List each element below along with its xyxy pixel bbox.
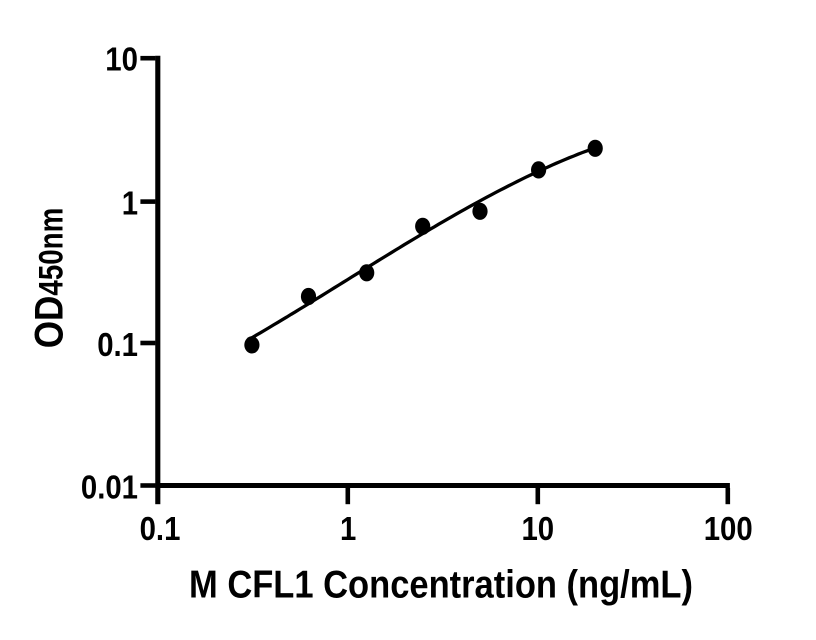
svg-text:0.01: 0.01 [81, 468, 138, 505]
svg-text:10: 10 [105, 41, 138, 78]
svg-text:M CFL1 Concentration (ng/mL): M CFL1 Concentration (ng/mL) [189, 564, 693, 607]
svg-text:100: 100 [704, 510, 753, 547]
svg-text:1: 1 [122, 184, 138, 221]
svg-text:OD450nm: OD450nm [28, 208, 72, 349]
svg-text:10: 10 [521, 510, 554, 547]
svg-text:0.1: 0.1 [140, 510, 181, 547]
svg-text:0.1: 0.1 [97, 326, 138, 363]
svg-text:1: 1 [340, 510, 356, 547]
